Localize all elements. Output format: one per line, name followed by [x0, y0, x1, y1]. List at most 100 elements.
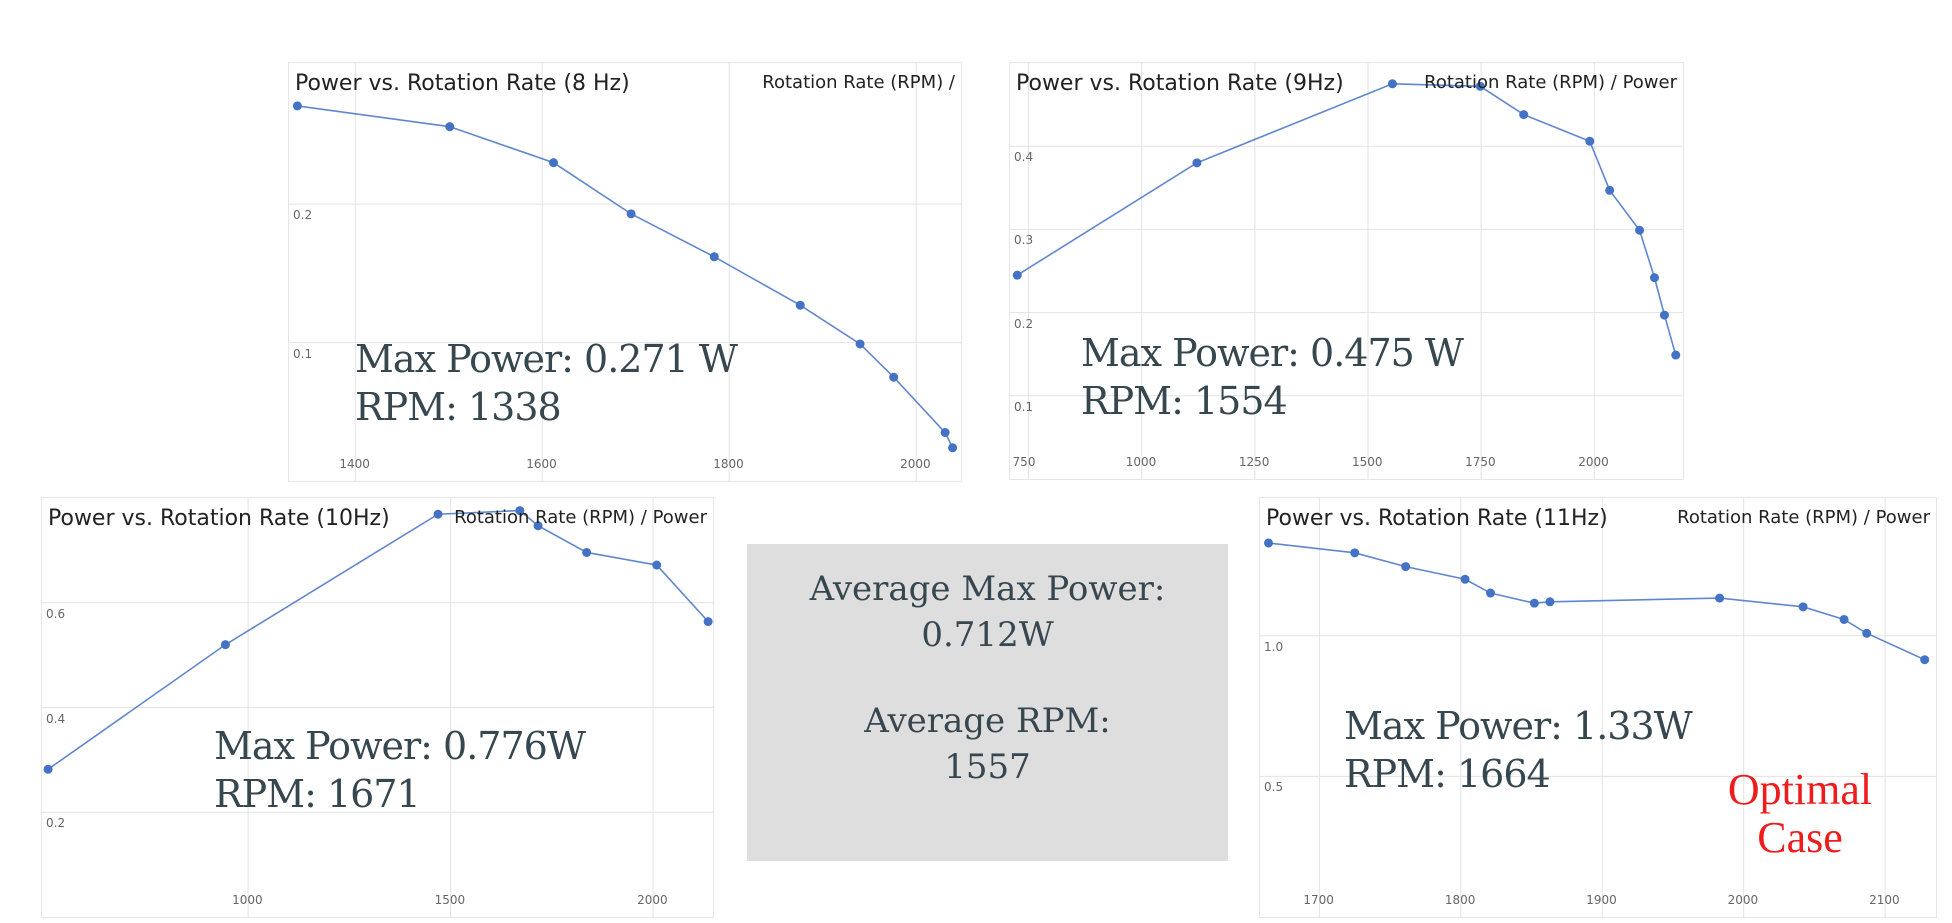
series-line — [1016, 82, 1677, 356]
data-point — [1649, 273, 1659, 283]
max-power-text: Max Power: 0.271 W — [355, 337, 738, 381]
max-power-text: Max Power: 1.33W — [1344, 704, 1693, 748]
y-tick-label: 0.3 — [1014, 233, 1034, 248]
max-power-annotation: Max Power: 0.475 W RPM: 1554 — [1081, 329, 1464, 425]
data-point — [1839, 614, 1849, 624]
data-point — [1585, 136, 1595, 146]
data-point — [1475, 81, 1485, 91]
rpm-text: RPM: 1671 — [214, 772, 421, 816]
avg-rpm-label: Average RPM: — [864, 701, 1111, 741]
x-tick-label: 1900 — [1586, 893, 1617, 907]
x-tick-label: 2000 — [1578, 455, 1609, 469]
max-power-annotation: Max Power: 1.33W RPM: 1664 — [1344, 702, 1693, 798]
rpm-text: RPM: 1554 — [1081, 379, 1288, 423]
data-point — [1486, 588, 1496, 598]
data-point — [1605, 185, 1615, 195]
chart-legend: Rotation Rate (RPM) / Power — [1424, 72, 1677, 93]
plot-area — [1260, 498, 1936, 917]
y-tick-label: 0.2 — [1014, 316, 1034, 331]
chart-title: Power vs. Rotation Rate (8 Hz) — [295, 71, 630, 96]
data-point — [1529, 598, 1539, 608]
data-point — [292, 101, 302, 111]
x-tick-label: 1500 — [434, 893, 466, 907]
rpm-text: RPM: 1338 — [355, 385, 562, 429]
data-point — [1862, 628, 1872, 638]
optimal-case-callout: Optimal Case — [1700, 766, 1900, 862]
data-point — [1920, 655, 1930, 665]
chart-title: Power vs. Rotation Rate (9Hz) — [1016, 71, 1344, 96]
chart-legend: Rotation Rate (RPM) / Power — [1677, 507, 1930, 528]
x-tick-label: 2000 — [1727, 893, 1759, 907]
data-point — [1387, 79, 1397, 89]
optimal-text: Optimal — [1727, 765, 1873, 814]
rpm-text: RPM: 1664 — [1344, 752, 1551, 796]
data-point — [1460, 574, 1470, 584]
chart-9hz: Power vs. Rotation Rate (9Hz) Rotation R… — [1009, 62, 1684, 480]
y-tick-label: 0.2 — [46, 816, 66, 831]
data-point — [515, 506, 525, 516]
plot-area — [1010, 63, 1683, 479]
chart-8hz: Power vs. Rotation Rate (8 Hz) Rotation … — [288, 62, 962, 482]
data-point — [533, 521, 543, 531]
max-power-annotation: Max Power: 0.271 W RPM: 1338 — [355, 335, 738, 431]
chart-11hz: Power vs. Rotation Rate (11Hz) Rotation … — [1259, 497, 1937, 918]
data-point — [220, 640, 230, 650]
data-point — [948, 443, 958, 453]
x-tick-label: 2000 — [637, 893, 668, 907]
data-point — [1798, 602, 1808, 612]
chart-title: Power vs. Rotation Rate (11Hz) — [1266, 506, 1608, 531]
y-tick-label: 0.5 — [1264, 780, 1284, 795]
y-tick-label: 0.1 — [293, 346, 313, 361]
data-point — [582, 547, 592, 557]
data-point — [652, 560, 662, 570]
y-tick-label: 0.2 — [293, 208, 313, 223]
max-power-text: Max Power: 0.475 W — [1081, 331, 1464, 375]
series-line — [297, 105, 954, 449]
x-tick-label: 1500 — [1351, 455, 1383, 469]
x-tick-label: 1700 — [1303, 893, 1334, 907]
chart-legend: Rotation Rate (RPM) / Power — [454, 507, 707, 528]
data-point — [445, 122, 455, 132]
x-tick-label: 1600 — [526, 457, 557, 471]
x-tick-label: 1000 — [232, 893, 263, 907]
data-point — [549, 158, 559, 168]
chart-title: Power vs. Rotation Rate (10Hz) — [48, 506, 390, 531]
data-point — [1545, 597, 1555, 607]
data-point — [1401, 562, 1411, 572]
avg-max-power-value: 0.712W — [921, 615, 1054, 655]
max-power-text: Max Power: 0.776W — [214, 724, 586, 768]
x-tick-label: 1000 — [1125, 455, 1157, 469]
x-tick-label: 1800 — [713, 457, 744, 471]
chart-legend: Rotation Rate (RPM) / — [762, 72, 955, 93]
data-point — [43, 764, 53, 774]
max-power-annotation: Max Power: 0.776W RPM: 1671 — [214, 722, 586, 818]
data-point — [709, 252, 719, 262]
avg-max-power-label: Average Max Power: — [809, 569, 1166, 609]
data-point — [1263, 538, 1273, 548]
data-point — [1715, 593, 1725, 603]
avg-rpm-value: 1557 — [944, 747, 1031, 787]
x-tick-label: 2000 — [900, 457, 931, 471]
y-tick-label: 0.6 — [46, 606, 66, 621]
x-tick-label: 750 — [1012, 455, 1036, 469]
plot-area — [289, 63, 961, 481]
y-tick-label: 1.0 — [1264, 639, 1284, 654]
chart-10hz: Power vs. Rotation Rate (10Hz) Rotation … — [41, 497, 714, 918]
y-tick-label: 0.4 — [1014, 150, 1034, 165]
case-text: Case — [1757, 813, 1843, 862]
data-point — [889, 372, 899, 382]
x-tick-label: 1400 — [339, 457, 370, 471]
data-point — [795, 300, 805, 310]
x-tick-label: 1250 — [1238, 455, 1270, 469]
data-point — [940, 428, 950, 438]
data-point — [1350, 548, 1360, 558]
series-line — [1268, 542, 1926, 661]
series-line — [47, 509, 709, 770]
data-point — [1635, 225, 1645, 235]
data-point — [1192, 158, 1202, 168]
x-tick-label: 1750 — [1465, 455, 1496, 469]
data-point — [1519, 110, 1529, 120]
data-point — [1012, 270, 1022, 280]
data-point — [433, 509, 443, 519]
data-point — [1659, 310, 1669, 320]
